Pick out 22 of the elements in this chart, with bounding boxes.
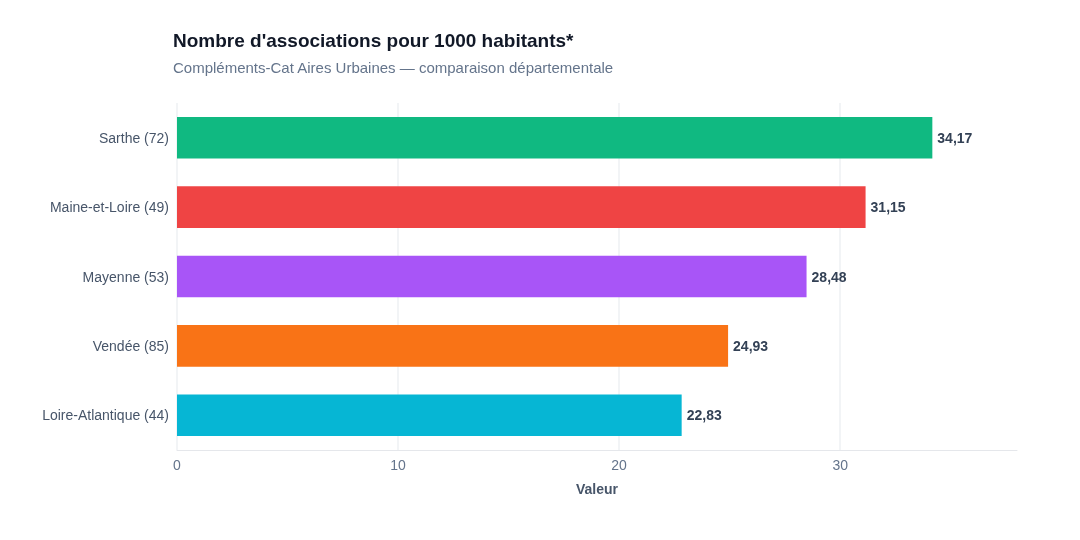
data-label: 24,93 [733,337,769,354]
y-tick-label: Sarthe (72) [98,129,169,146]
bar [177,186,866,228]
x-tick-label: 0 [173,457,182,473]
bar [177,394,682,437]
y-tick-label: Loire-Atlantique (44) [42,407,169,424]
x-axis-title: Valeur [575,481,619,497]
y-tick-label: Maine-et-Loire (49) [49,199,169,216]
data-label: 28,48 [811,268,847,285]
y-tick-label: Vendée (85) [92,337,169,354]
data-label: 34,17 [937,129,973,146]
bar [177,325,729,367]
data-label: 31,15 [870,199,906,216]
bar [177,255,807,298]
chart-title: Nombre d'associations pour 1000 habitants* [173,30,575,51]
chart-subtitle: Compléments-Cat Aires Urbaines — comparaison départementale [173,59,614,76]
x-tick-label: 30 [832,457,849,473]
x-tick-label: 10 [390,457,407,473]
data-label: 22,83 [686,407,722,424]
bar [177,116,933,159]
x-tick-label: 20 [611,457,628,473]
y-tick-label: Mayenne (53) [82,268,169,285]
